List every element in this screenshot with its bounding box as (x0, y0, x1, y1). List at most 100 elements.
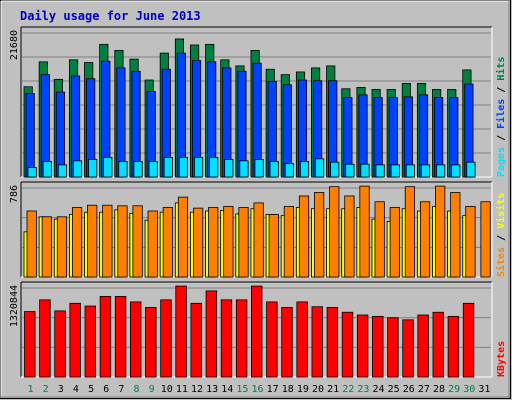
bar-sites (253, 202, 264, 278)
panel-top-legend: Pages / Files / Hits (495, 57, 507, 177)
legend-separator: / (496, 129, 507, 147)
bar-pages (178, 157, 189, 178)
bar-kbytes (372, 315, 384, 378)
panel-bottom-legend: KBytes (496, 341, 507, 377)
day-label-11: 11 (176, 384, 188, 395)
bar-kbytes (114, 295, 127, 378)
bar-kbytes (402, 319, 414, 378)
bar-sites (465, 205, 476, 278)
day-label-10: 10 (161, 384, 173, 395)
bar-sites (147, 210, 158, 278)
bar-sites (132, 205, 143, 278)
bar-pages (57, 164, 67, 178)
legend-files: Files (495, 99, 507, 129)
bar-sites (208, 207, 219, 278)
bar-kbytes (69, 302, 81, 378)
bar-kbytes (447, 315, 460, 378)
bar-kbytes (356, 314, 369, 378)
bar-pages (118, 161, 128, 178)
bar-sites (344, 195, 355, 278)
bar-pages (88, 159, 98, 178)
day-label-24: 24 (373, 384, 385, 395)
day-label-2: 2 (43, 384, 49, 395)
bar-pages (390, 164, 400, 178)
bar-sites (26, 210, 37, 278)
bar-sites (435, 185, 446, 278)
bar-sites (238, 207, 249, 278)
day-label-4: 4 (73, 384, 79, 395)
bar-sites (329, 186, 340, 278)
legend-visits: Visits (495, 193, 507, 229)
bar-kbytes (251, 285, 263, 378)
legend-sites: Sites (495, 247, 507, 277)
day-label-28: 28 (433, 384, 445, 395)
bar-kbytes (417, 314, 429, 378)
bar-pages (209, 157, 219, 178)
bar-kbytes (160, 299, 172, 378)
bar-kbytes (24, 311, 36, 378)
day-label-7: 7 (118, 384, 124, 395)
bar-pages (284, 163, 294, 178)
bar-kbytes (130, 301, 142, 378)
bar-pages (224, 159, 234, 178)
bar-sites (102, 204, 113, 278)
day-label-22: 22 (342, 384, 354, 395)
day-label-16: 16 (251, 384, 263, 395)
bar-kbytes (220, 299, 233, 378)
bar-kbytes (205, 290, 218, 378)
day-label-20: 20 (312, 384, 324, 395)
bar-pages (239, 160, 249, 178)
panel-bottom-max-label: 1320844 (9, 285, 20, 327)
bar-pages (345, 163, 355, 178)
bar-pages (27, 167, 37, 178)
day-label-3: 3 (58, 384, 64, 395)
bar-kbytes (54, 310, 66, 378)
bar-pages (103, 157, 113, 178)
day-label-18: 18 (282, 384, 294, 395)
bar-sites (283, 205, 294, 278)
bar-sites (404, 186, 416, 278)
bar-sites (87, 204, 98, 278)
bar-pages (436, 164, 446, 178)
day-label-21: 21 (327, 384, 339, 395)
panel-middle-legend: Sites / Visits (495, 193, 507, 277)
bar-sites (41, 216, 52, 278)
bar-pages (148, 161, 158, 178)
bar-files (55, 91, 65, 178)
bar-sites (117, 205, 128, 278)
day-label-6: 6 (103, 384, 109, 395)
bar-sites (177, 196, 189, 278)
bar-kbytes (84, 305, 97, 378)
bar-pages (299, 161, 310, 178)
bar-kbytes (99, 295, 112, 378)
bar-kbytes (326, 307, 339, 378)
legend-hits: Hits (495, 57, 507, 81)
bar-sites (223, 205, 234, 278)
bar-pages (330, 161, 340, 178)
day-label-29: 29 (448, 384, 460, 395)
day-label-19: 19 (297, 384, 309, 395)
bar-files (116, 67, 126, 178)
day-label-30: 30 (463, 384, 475, 395)
bar-kbytes (39, 299, 51, 378)
bar-sites (193, 207, 204, 278)
day-label-5: 5 (88, 384, 94, 395)
bar-sites (71, 207, 83, 278)
legend-separator: / (496, 229, 507, 247)
day-label-25: 25 (388, 384, 400, 395)
bar-pages (466, 161, 476, 178)
bar-pages (375, 164, 385, 178)
bar-kbytes (266, 301, 278, 378)
day-label-17: 17 (267, 384, 279, 395)
bar-kbytes (145, 307, 157, 378)
bar-pages (254, 159, 264, 178)
day-label-23: 23 (357, 384, 369, 395)
legend-pages: Pages (496, 147, 507, 177)
bar-pages (194, 157, 204, 178)
bar-sites (56, 216, 68, 278)
bar-sites (374, 201, 385, 278)
bar-pages (133, 161, 143, 178)
bar-pages (42, 161, 52, 178)
bar-pages (420, 164, 431, 178)
